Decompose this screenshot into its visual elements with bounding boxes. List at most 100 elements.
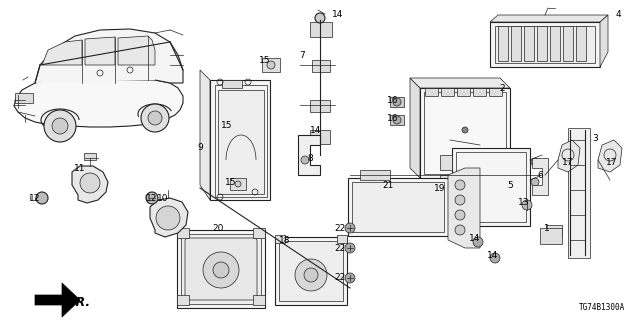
Circle shape <box>304 268 318 282</box>
Circle shape <box>455 180 465 190</box>
Bar <box>253 228 265 238</box>
Text: 10: 10 <box>157 194 169 203</box>
Text: 13: 13 <box>518 197 530 206</box>
Circle shape <box>473 237 483 247</box>
Circle shape <box>462 127 468 133</box>
Bar <box>310 130 330 144</box>
Text: 1: 1 <box>544 223 550 233</box>
Text: 4: 4 <box>615 10 621 19</box>
Bar <box>177 230 265 308</box>
Polygon shape <box>35 29 183 83</box>
Text: 22: 22 <box>334 244 346 252</box>
Polygon shape <box>448 168 480 248</box>
Text: 16: 16 <box>387 95 399 105</box>
Bar <box>275 235 285 243</box>
Circle shape <box>156 206 180 230</box>
Circle shape <box>295 259 327 291</box>
Text: 21: 21 <box>382 180 394 189</box>
Polygon shape <box>490 15 608 22</box>
Polygon shape <box>72 166 108 203</box>
Bar <box>498 26 508 61</box>
Bar <box>452 148 530 226</box>
Text: 5: 5 <box>507 180 513 189</box>
Bar <box>360 170 390 180</box>
Bar <box>568 128 590 258</box>
Text: 20: 20 <box>212 223 224 233</box>
Bar <box>253 295 265 305</box>
Polygon shape <box>150 198 188 237</box>
Circle shape <box>345 223 355 233</box>
Circle shape <box>393 98 401 106</box>
Text: 7: 7 <box>299 51 305 60</box>
Bar <box>456 152 526 222</box>
Bar <box>576 26 586 61</box>
Polygon shape <box>598 140 622 172</box>
Bar <box>546 225 562 237</box>
Text: 17: 17 <box>563 157 573 166</box>
Text: 12: 12 <box>29 194 41 203</box>
Bar <box>279 241 343 301</box>
Text: 14: 14 <box>487 251 499 260</box>
Bar <box>210 80 270 200</box>
Bar <box>495 26 595 63</box>
Polygon shape <box>558 140 580 172</box>
Bar <box>337 235 347 243</box>
Bar <box>440 195 452 210</box>
Bar <box>457 88 470 96</box>
Bar <box>218 90 264 194</box>
Bar <box>222 80 242 88</box>
Bar <box>563 26 573 61</box>
Bar <box>524 26 534 61</box>
Text: TG74B1300A: TG74B1300A <box>579 303 625 312</box>
Circle shape <box>393 116 401 124</box>
Text: 15: 15 <box>259 55 271 65</box>
Bar <box>352 182 444 232</box>
Bar <box>262 58 280 72</box>
Polygon shape <box>200 70 210 200</box>
Circle shape <box>522 200 532 210</box>
Text: 9: 9 <box>197 142 203 151</box>
Circle shape <box>531 178 539 186</box>
Bar <box>424 92 506 174</box>
Text: 11: 11 <box>74 164 86 172</box>
Polygon shape <box>532 158 548 195</box>
Bar <box>473 88 486 96</box>
Bar <box>550 26 560 61</box>
Circle shape <box>80 173 100 193</box>
Bar <box>312 60 330 72</box>
Bar <box>441 88 454 96</box>
Circle shape <box>44 110 76 142</box>
Polygon shape <box>410 78 420 178</box>
Text: 15: 15 <box>225 178 237 187</box>
Text: 14: 14 <box>469 234 481 243</box>
Circle shape <box>141 104 169 132</box>
Circle shape <box>455 210 465 220</box>
Bar <box>310 100 330 112</box>
Circle shape <box>36 192 48 204</box>
Bar <box>440 155 452 170</box>
Polygon shape <box>410 78 510 88</box>
Text: 16: 16 <box>387 114 399 123</box>
Bar <box>489 88 502 96</box>
Circle shape <box>203 252 239 288</box>
FancyBboxPatch shape <box>185 238 257 300</box>
Bar <box>177 228 189 238</box>
Bar <box>275 237 347 305</box>
Bar <box>230 178 246 190</box>
Bar <box>215 85 267 197</box>
Circle shape <box>345 243 355 253</box>
Circle shape <box>490 253 500 263</box>
Polygon shape <box>298 135 320 175</box>
Circle shape <box>455 195 465 205</box>
Text: FR.: FR. <box>68 297 91 309</box>
Text: 12: 12 <box>147 194 157 203</box>
Text: 22: 22 <box>334 274 346 283</box>
Bar <box>425 88 438 96</box>
Polygon shape <box>85 37 115 65</box>
Polygon shape <box>118 36 155 65</box>
Circle shape <box>315 13 325 23</box>
Text: 18: 18 <box>279 236 291 244</box>
Bar <box>537 26 547 61</box>
Circle shape <box>345 273 355 283</box>
Text: 14: 14 <box>310 125 322 134</box>
